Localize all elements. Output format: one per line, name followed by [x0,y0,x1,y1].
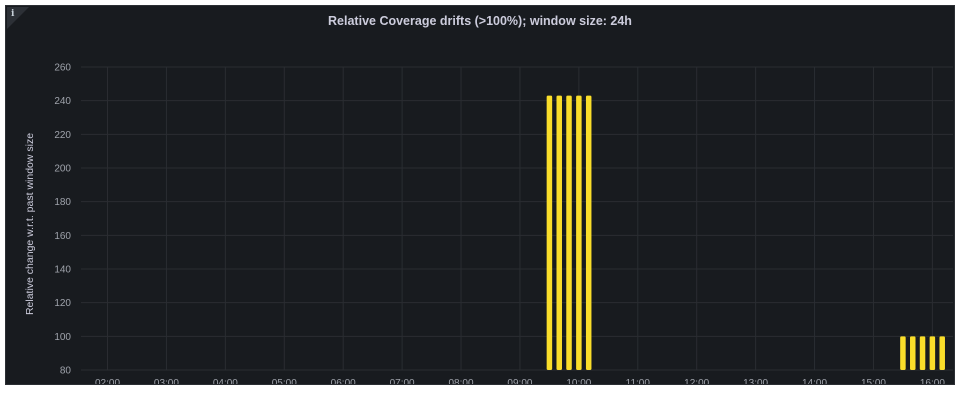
bar[interactable] [585,95,592,370]
bar[interactable] [910,336,916,370]
y-tick-label: 200 [54,164,71,175]
x-tick-label: 06:00 [331,378,356,384]
y-axis-label: Relative change w.r.t. past window size [24,133,36,315]
y-tick-label: 120 [54,298,71,309]
y-tick-label: 220 [54,130,71,141]
bar[interactable] [566,95,572,370]
bars [546,95,945,370]
x-tick-label: 04:00 [213,378,238,384]
y-tick-label: 100 [54,332,71,343]
chart-panel: i Relative Coverage drifts (>100%); wind… [5,5,955,385]
panel-title[interactable]: Relative Coverage drifts (>100%); window… [328,14,632,28]
bar[interactable] [576,95,582,370]
y-tick-label: 240 [54,96,71,107]
x-tick-label: 02:00 [95,378,120,384]
x-tick-label: 07:00 [390,378,415,384]
y-tick-label: 140 [54,265,71,276]
panel-info-corner[interactable] [7,7,29,29]
x-tick-label: 03:00 [154,378,179,384]
y-tick-label: 160 [54,231,71,242]
bar-chart: 80 100 120 140 160 180 200 220 240 260 02:00 03:00… [24,63,953,384]
grid-lines [81,66,953,371]
y-tick-label: 260 [54,63,71,74]
y-tick-label: 80 [60,366,72,377]
page-bottom-strip [5,386,955,396]
bar[interactable] [556,95,562,370]
bar[interactable] [546,95,553,370]
x-tick-label: 15:00 [861,378,886,384]
y-tick-label: 180 [54,197,71,208]
bar[interactable] [939,336,945,370]
y-axis-ticks: 80 100 120 140 160 180 200 220 240 260 [54,63,71,377]
bar[interactable] [919,336,926,370]
x-tick-label: 10:00 [566,378,591,384]
x-tick-label: 09:00 [507,378,532,384]
x-tick-label: 08:00 [449,378,474,384]
x-tick-label: 11:00 [626,378,651,384]
bar[interactable] [900,336,906,370]
x-axis-ticks: 02:00 03:00 04:00 05:00 06:00 07:00 08:00 09:00… [95,378,945,384]
x-tick-label: 16:00 [920,378,945,384]
x-tick-label: 05:00 [272,378,297,384]
x-tick-label: 13:00 [743,378,768,384]
info-icon[interactable]: i [11,9,15,19]
bar[interactable] [929,336,936,370]
x-tick-label: 14:00 [802,378,827,384]
x-tick-label: 12:00 [684,378,709,384]
